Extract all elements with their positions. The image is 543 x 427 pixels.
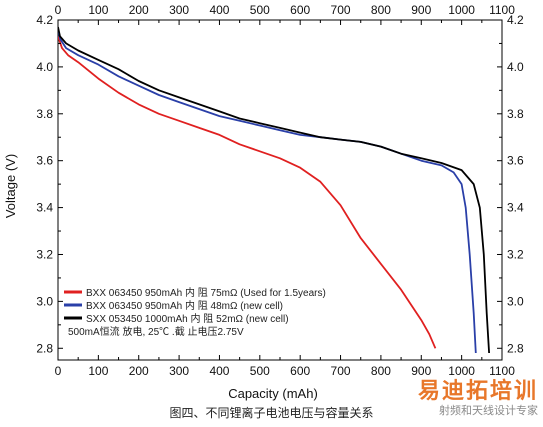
- x-tick-label-top: 100: [88, 3, 108, 17]
- y-tick-label-left: 3.6: [36, 154, 53, 168]
- x-tick-label-bottom: 300: [169, 364, 189, 378]
- x-tick-label-top: 1000: [448, 3, 475, 17]
- y-tick-label-left: 3.2: [36, 247, 53, 261]
- x-tick-label-top: 600: [290, 3, 310, 17]
- x-tick-label-bottom: 700: [331, 364, 351, 378]
- x-tick-label-bottom: 900: [411, 364, 431, 378]
- x-axis-title: Capacity (mAh): [228, 386, 318, 401]
- series-line-1: [58, 36, 437, 349]
- x-tick-label-top: 200: [129, 3, 149, 17]
- y-tick-label-right: 3.2: [507, 247, 524, 261]
- y-tick-label-right: 4.0: [507, 60, 524, 74]
- y-tick-label-right: 3.8: [507, 107, 524, 121]
- x-tick-label-bottom: 0: [55, 364, 62, 378]
- x-tick-label-top: 300: [169, 3, 189, 17]
- y-tick-label-right: 3.6: [507, 154, 524, 168]
- y-tick-label-left: 4.2: [36, 13, 53, 27]
- x-tick-label-top: 800: [371, 3, 391, 17]
- x-tick-label-top: 900: [411, 3, 431, 17]
- y-tick-label-left: 3.0: [36, 294, 53, 308]
- y-axis-title: Voltage (V): [3, 154, 18, 218]
- x-tick-label-top: 0: [55, 3, 62, 17]
- watermark-subtitle: 射频和天线设计专家: [439, 404, 538, 417]
- x-tick-label-bottom: 600: [290, 364, 310, 378]
- x-tick-label-bottom: 1100: [489, 364, 515, 378]
- legend-entry-3: SXX 053450 1000mAh 内 阻 52mΩ (new cell): [86, 312, 289, 325]
- y-tick-label-right: 4.2: [507, 13, 524, 27]
- x-tick-label-top: 400: [209, 3, 229, 17]
- watermark-logo-text: 易迪拓培训: [417, 379, 538, 404]
- x-tick-label-bottom: 800: [371, 364, 391, 378]
- y-tick-label-right: 3.0: [507, 294, 524, 308]
- legend-note: 500mA恒流 放电, 25℃ .截 止电压2.75V: [68, 325, 244, 338]
- x-tick-label-top: 700: [331, 3, 351, 17]
- series-line-2: [58, 29, 477, 354]
- x-tick-label-bottom: 100: [88, 364, 108, 378]
- x-tick-label-top: 1100: [489, 3, 515, 17]
- x-tick-label-bottom: 400: [209, 364, 229, 378]
- x-tick-label-bottom: 1000: [448, 364, 475, 378]
- watermark: 易迪拓培训 射频和天线设计专家: [392, 380, 538, 418]
- y-tick-label-left: 3.8: [36, 107, 53, 121]
- y-tick-label-left: 3.4: [36, 201, 53, 215]
- figure-caption: 图四、不同锂离子电池电压与容量关系: [169, 406, 374, 420]
- x-tick-label-top: 500: [250, 3, 270, 17]
- y-tick-label-right: 2.8: [507, 341, 524, 355]
- legend-entry-1: BXX 063450 950mAh 内 阻 75mΩ (Used for 1.5…: [86, 286, 326, 299]
- x-tick-label-bottom: 500: [250, 364, 270, 378]
- y-tick-label-right: 3.4: [507, 201, 524, 215]
- series-line-3: [58, 26, 490, 354]
- x-tick-label-bottom: 200: [129, 364, 149, 378]
- y-tick-label-left: 2.8: [36, 341, 53, 355]
- y-tick-label-left: 4.0: [36, 60, 53, 74]
- legend-entry-2: BXX 063450 950mAh 内 阻 48mΩ (new cell): [86, 299, 283, 312]
